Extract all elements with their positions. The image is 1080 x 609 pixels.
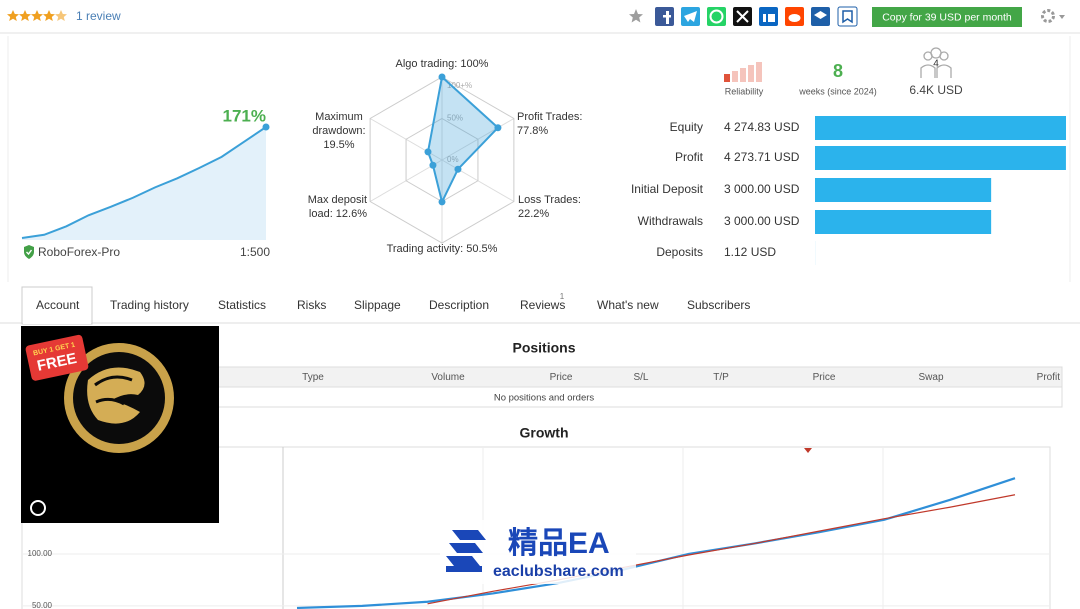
growth-percent: 171% (223, 106, 266, 125)
y-tick-label: 100.00 (28, 549, 53, 558)
watermark (440, 520, 636, 584)
watermark-url: eaclubshare.com (493, 563, 624, 580)
rating-text: 1 review (76, 9, 121, 23)
subscribers-icon (920, 47, 952, 78)
column-header: T/P (713, 372, 729, 383)
radar-point (438, 198, 446, 206)
empty-message: No positions and orders (494, 393, 595, 404)
verified-icon (24, 245, 34, 259)
balance-bar (815, 210, 992, 234)
radar-point (438, 73, 446, 81)
balance-value: 3 000.00 USD (724, 214, 800, 228)
dropdown-arrow[interactable] (1059, 15, 1065, 19)
radar-point (454, 165, 462, 173)
tab[interactable]: Slippage (354, 298, 401, 312)
radar-label: Algo trading: 100% (395, 58, 489, 70)
radar-point (494, 124, 502, 132)
balance-value: 4 274.83 USD (724, 120, 800, 134)
settings-icon[interactable] (1041, 9, 1055, 23)
growth-layer: 50.00 100.00 (22, 477, 1050, 609)
column-header: Swap (918, 372, 943, 383)
sparkline-area (22, 127, 266, 240)
tab[interactable]: Risks (297, 298, 327, 312)
balance-bar (815, 116, 1066, 140)
balance-label: Deposits (656, 245, 703, 259)
verified-check (26, 249, 33, 256)
copy-button-label[interactable]: Copy for 39 USD per month (882, 11, 1012, 23)
growth-title: Growth (520, 425, 569, 441)
tab[interactable]: Description (429, 298, 490, 312)
tab[interactable]: Reviews (520, 298, 566, 312)
broker: RoboForex-Pro (38, 245, 120, 259)
share-icons[interactable] (655, 6, 858, 27)
balance-label: Initial Deposit (631, 182, 704, 196)
weeks-count: 8 (833, 61, 843, 81)
watermark-title: 精品EA (508, 527, 610, 560)
balance-value: 1.12 USD (724, 245, 776, 259)
subscribers-count: 4 (933, 59, 939, 70)
favorite-icon[interactable] (629, 9, 643, 23)
radar-label: Max deposit load: 12.6% (307, 194, 367, 220)
tab[interactable]: Account (36, 298, 80, 312)
weeks-label: weeks (since 2024) (798, 86, 877, 96)
active-tab[interactable] (21, 286, 93, 325)
reliability-label: Reliability (725, 86, 764, 96)
sparkline-end (262, 123, 270, 131)
tab[interactable]: What's new (597, 298, 659, 312)
radar-label: Profit Trades: 77.8% (517, 111, 583, 137)
balance-bar (815, 178, 992, 202)
y-tick-label: 50.00 (32, 601, 53, 609)
tab[interactable]: Trading history (110, 298, 189, 312)
column-header: Price (813, 372, 836, 383)
balance-value: 3 000.00 USD (724, 182, 800, 196)
balance-value: 4 273.71 USD (724, 150, 800, 164)
radar-label: Loss Trades: 22.2% (518, 194, 581, 220)
balance-label: Profit (675, 150, 704, 164)
radar-label: Maximum drawdown: 19.5% (312, 111, 366, 151)
leverage: 1:500 (240, 245, 270, 259)
funds: 6.4K USD (909, 83, 963, 97)
radar-tick-label: 0% (447, 155, 459, 164)
balance-label: Equity (670, 120, 703, 134)
radar-area (426, 75, 500, 205)
radar-grid (369, 76, 515, 244)
column-header: Volume (431, 372, 465, 383)
growth-line (427, 494, 1016, 605)
column-header: Profit (1037, 372, 1061, 383)
sparkline-line (21, 126, 267, 239)
radar-tick-label: 50% (447, 114, 463, 123)
balance-label: Withdrawals (638, 214, 703, 228)
rating-stars (7, 10, 67, 21)
radar-point (429, 161, 437, 169)
column-header: S/L (633, 372, 648, 383)
event-marker (804, 448, 812, 453)
radar-tick-label: 100+% (447, 81, 472, 90)
radar-point (424, 148, 432, 156)
column-header: Price (550, 372, 573, 383)
copy-button[interactable] (872, 7, 1022, 27)
reviews-count: 1 (560, 292, 565, 301)
positions-title: Positions (512, 340, 575, 356)
tab[interactable]: Statistics (218, 298, 267, 312)
column-header: Type (302, 372, 324, 383)
balance-bar (815, 146, 1066, 170)
radar-label: Trading activity: 50.5% (386, 243, 498, 255)
tab[interactable]: Subscribers (687, 298, 751, 312)
reliability-icon (724, 62, 762, 82)
